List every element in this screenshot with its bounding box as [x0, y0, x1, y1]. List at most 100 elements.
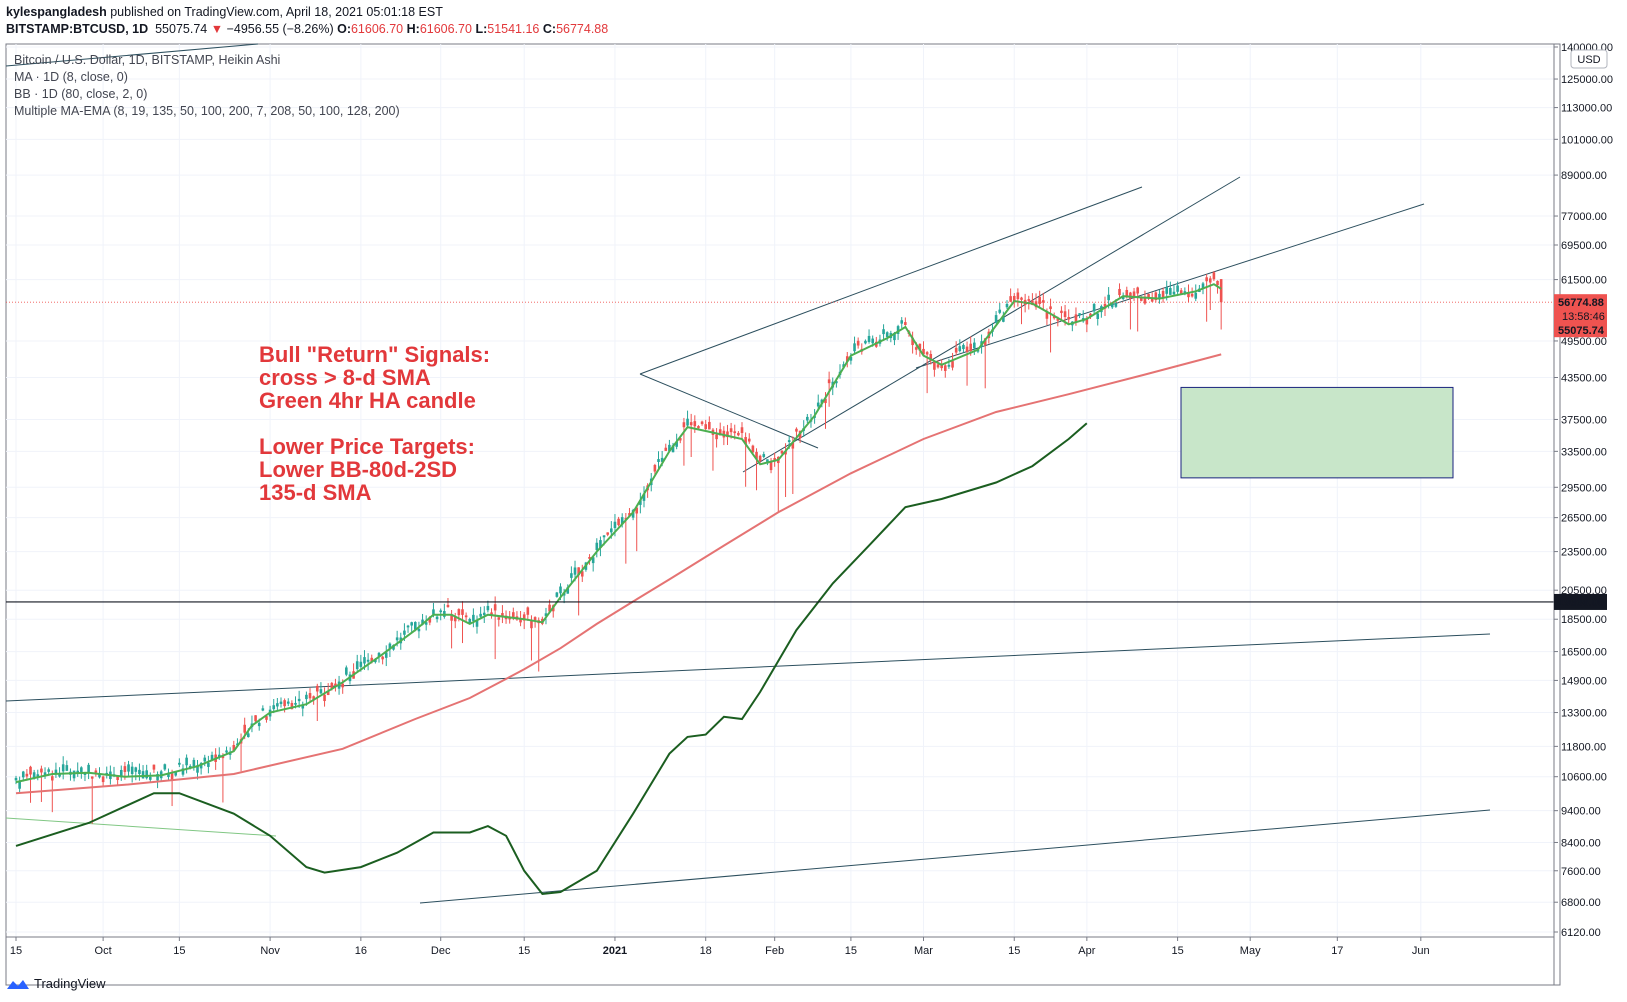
price-tick-label: 26500.00	[1561, 513, 1607, 525]
candle-body	[1002, 316, 1005, 322]
time-tick-label: Apr	[1078, 945, 1095, 957]
candle-body	[1107, 294, 1110, 301]
candle-body	[726, 431, 729, 438]
candle-body	[882, 329, 885, 335]
time-tick-label: 17	[1331, 945, 1343, 957]
low-value: 51541.16	[487, 22, 540, 36]
currency-badge[interactable]	[1570, 49, 1608, 69]
footer-brand[interactable]: TradingView	[6, 976, 106, 991]
candle-body	[43, 772, 47, 776]
candle-body	[544, 613, 548, 617]
candle-body	[969, 343, 972, 352]
candle-body	[925, 352, 929, 355]
candle-body	[315, 685, 319, 692]
candle-body	[384, 652, 388, 658]
candle-body	[47, 769, 50, 772]
price-axis[interactable]: 140000.00125000.00113000.00101000.008900…	[1554, 42, 1613, 939]
candle-body	[1103, 303, 1107, 309]
candle-body	[181, 768, 185, 775]
candle-body	[1176, 285, 1179, 292]
legend-ma[interactable]: MA · 1D (8, close, 0)	[14, 70, 128, 84]
publisher-name[interactable]: kylespangladesh	[6, 5, 107, 19]
candle-body	[678, 438, 682, 441]
published-text: published on TradingView.com, April 18, …	[110, 5, 443, 19]
target-zone-box[interactable]	[1180, 386, 1454, 479]
candle-body	[21, 771, 25, 778]
trend-line	[5, 633, 1491, 702]
price-tick-label: 29500.00	[1561, 482, 1607, 494]
candle-body	[929, 353, 933, 361]
level-badge-text: 19666.00	[1558, 597, 1604, 609]
candle-body	[1136, 287, 1139, 294]
annotation-text[interactable]: Bull "Return" Signals:cross > 8-d SMAGre…	[259, 342, 490, 505]
candle-body	[72, 770, 76, 779]
time-axis[interactable]: 15 Oct 15 Nov 16 Dec 15 2021 18 Feb 15 Mar 15 Apr 15 Ma…	[10, 937, 1430, 957]
candle-body	[1063, 311, 1067, 318]
candle-body	[1060, 310, 1063, 314]
candle-body	[827, 379, 831, 384]
price-tick-label: 101000.00	[1561, 134, 1613, 146]
low-label: L:	[475, 22, 488, 36]
price-tick-label: 6120.00	[1561, 927, 1601, 939]
candle-body	[983, 338, 987, 345]
candle-body	[366, 659, 370, 662]
annotation-line: 135-d SMA	[259, 480, 372, 505]
candle-body	[87, 764, 90, 772]
candle-body	[217, 754, 221, 757]
time-tick-label: Jun	[1412, 945, 1430, 957]
price-tick-label: 43500.00	[1561, 372, 1607, 384]
candle-body	[439, 610, 443, 613]
candle-body	[1005, 303, 1009, 308]
legend-bb[interactable]: BB · 1D (80, close, 2, 0)	[14, 87, 148, 101]
candle-body	[835, 381, 838, 384]
price-tick-label: 69500.00	[1561, 240, 1607, 252]
candle-body	[1212, 272, 1216, 280]
time-tick-label: Dec	[431, 945, 451, 957]
candle-body	[573, 567, 577, 575]
close-value: 56774.88	[556, 22, 609, 36]
price-tick-label: 11800.00	[1561, 741, 1606, 753]
candle-body	[272, 705, 276, 710]
legend-multiple-ma[interactable]: Multiple MA-EMA (8, 19, 135, 50, 100, 20…	[14, 104, 400, 118]
candle-body	[178, 762, 181, 765]
heikin-ashi-candles	[14, 271, 1223, 824]
candle-body	[610, 528, 613, 533]
countdown-badge-text: 13:58:46	[1562, 311, 1605, 323]
candle-body	[308, 693, 312, 699]
candle-body	[559, 586, 562, 594]
level-badge	[1554, 593, 1607, 610]
candle-body	[163, 764, 167, 770]
trend-line	[742, 176, 1241, 473]
candle-body	[94, 770, 98, 773]
candle-body	[1012, 295, 1016, 303]
candle-body	[461, 609, 464, 615]
symbol-label[interactable]: BITSTAMP:BTCUSD, 1D	[6, 22, 149, 36]
candle-body	[381, 656, 384, 660]
candle-body	[207, 762, 210, 767]
candle-body	[276, 703, 279, 707]
candle-body	[486, 605, 490, 611]
legend-title[interactable]: Bitcoin / U.S. Dollar, 1D, BITSTAMP, Hei…	[14, 53, 281, 67]
candle-body	[1187, 292, 1190, 298]
candle-body	[254, 715, 257, 722]
candle-body	[225, 750, 228, 753]
price-tick-label: 23500.00	[1561, 547, 1607, 559]
candle-body	[286, 701, 290, 704]
time-tick-label: 15	[518, 945, 530, 957]
candle-body	[570, 573, 573, 578]
candle-body	[1067, 317, 1070, 320]
candle-body	[127, 764, 130, 772]
candle-body	[501, 613, 504, 617]
candle-body	[708, 421, 711, 430]
candle-body	[457, 609, 461, 616]
candle-body	[334, 683, 337, 686]
candle-body	[145, 770, 148, 779]
price-levels	[6, 301, 1554, 603]
candle-body	[152, 764, 156, 770]
candle-body	[747, 438, 751, 442]
candle-body	[682, 422, 686, 428]
candle-body	[65, 765, 69, 771]
candle-body	[1208, 278, 1212, 283]
open-label: O:	[337, 22, 351, 36]
